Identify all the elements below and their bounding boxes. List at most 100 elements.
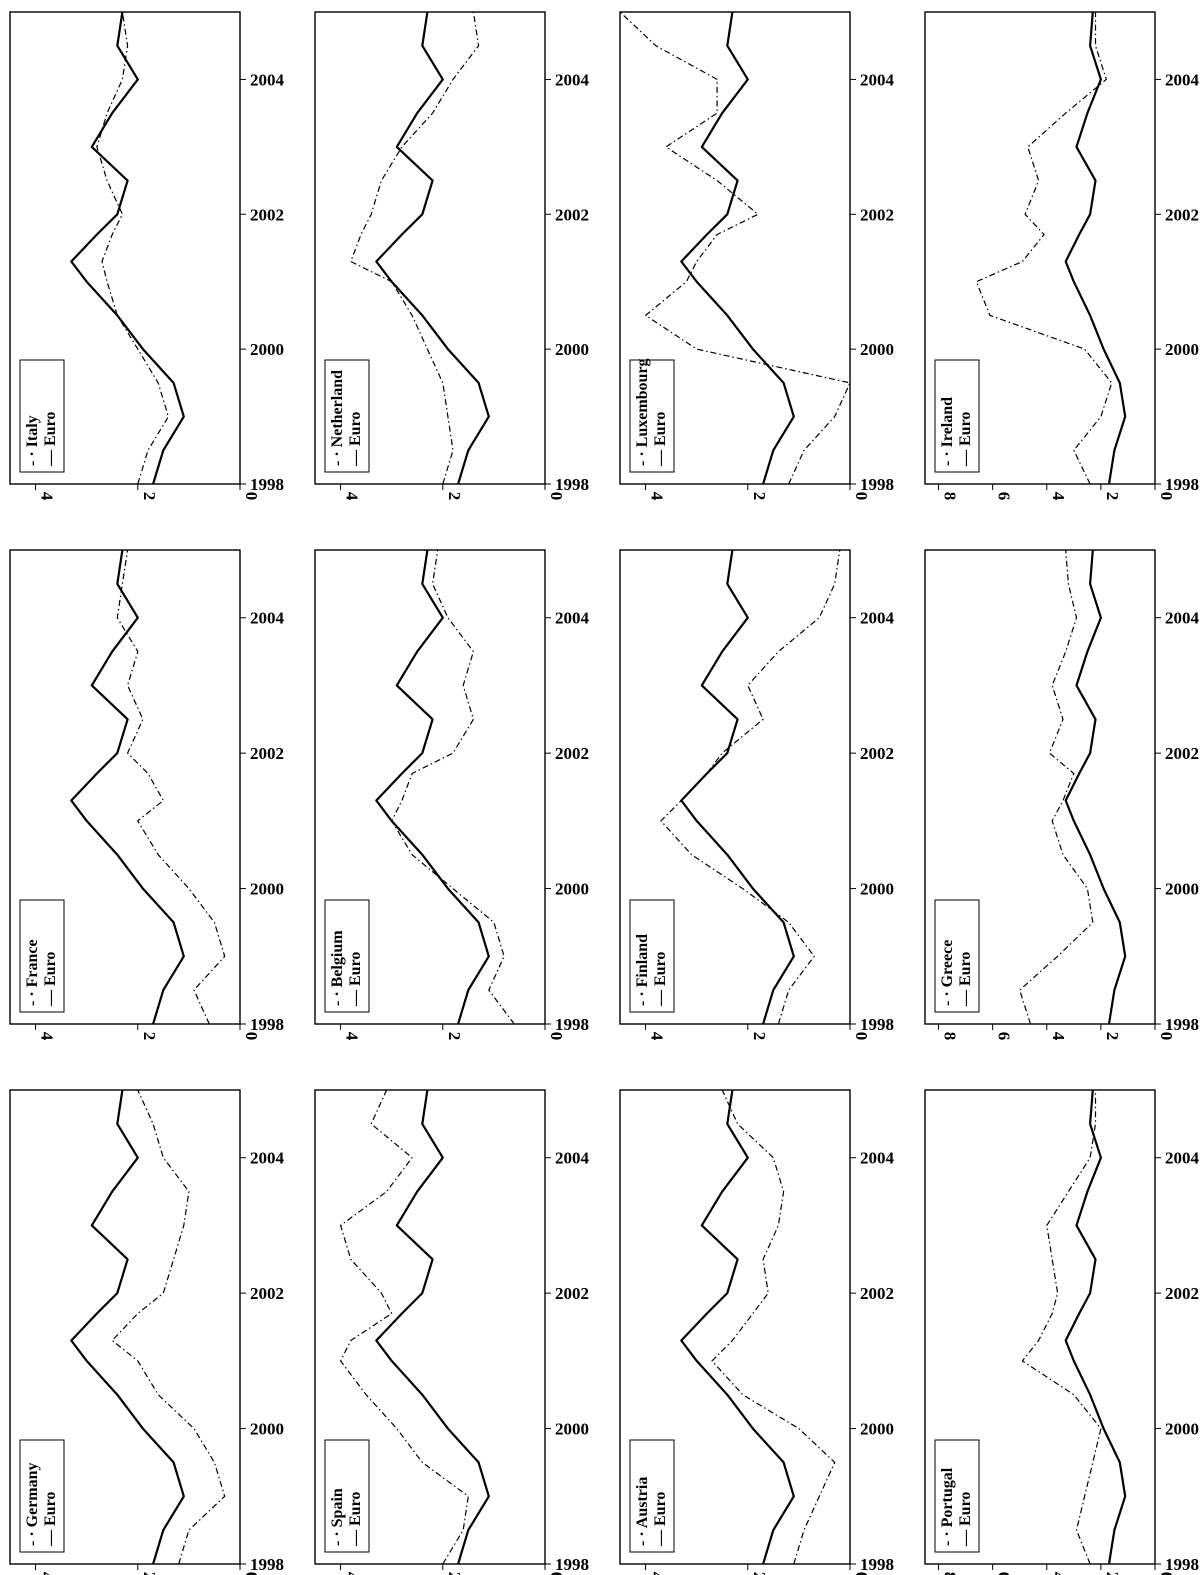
series-line-netherland — [350, 11, 480, 485]
legend-box — [629, 899, 675, 1013]
series-line-euro — [680, 549, 795, 1025]
legend-entry: — Euro — [957, 1492, 974, 1547]
legend-entry: - · Austria — [634, 1477, 651, 1546]
panel-frame — [314, 1089, 546, 1565]
legend: - · France — Euro — [19, 899, 65, 1013]
year-tick-label: 2002 — [860, 205, 894, 224]
series-line-euro — [680, 1089, 795, 1565]
legend: - · Luxembourg — Euro — [629, 358, 675, 473]
legend-entry: — Euro — [42, 1492, 59, 1547]
panel-frame — [619, 11, 851, 485]
legend-box — [934, 359, 980, 473]
legend: - · Spain — Euro — [324, 1439, 370, 1553]
value-tick-label: 4 — [648, 1572, 667, 1575]
panel-frame — [9, 549, 241, 1025]
value-tick-label: 4 — [343, 1572, 362, 1575]
legend-entry: — Euro — [957, 412, 974, 467]
year-tick-label: 1998 — [1165, 1015, 1199, 1034]
series-line-euro — [70, 549, 185, 1025]
year-tick-label: 1998 — [555, 1555, 589, 1574]
series-line-france — [116, 549, 226, 1025]
legend: - · Italy — Euro — [19, 359, 65, 473]
series-line-austria — [711, 1089, 836, 1565]
panel-frame — [924, 11, 1156, 485]
year-tick-label: 2004 — [250, 609, 285, 628]
series-line-ireland — [975, 12, 1113, 485]
value-tick-label: 4 — [343, 492, 362, 501]
legend: - · Greece — Euro — [934, 899, 980, 1013]
year-tick-label: 2000 — [555, 340, 589, 359]
value-tick-label: 0 — [242, 1032, 261, 1041]
value-tick-label: 2 — [140, 1572, 159, 1575]
value-tick-label: 0 — [852, 1032, 871, 1041]
panel-netherland: 0 2 4 1998 2000 2002 2004 - · Netherland — Euro — [314, 11, 590, 501]
year-tick-label: 2002 — [1165, 205, 1199, 224]
legend-box — [324, 1439, 370, 1553]
value-tick-label: 8 — [941, 1572, 960, 1575]
value-tick-label: 0 — [242, 492, 261, 501]
year-tick-label: 2004 — [860, 1149, 895, 1168]
value-tick-label: 2 — [445, 492, 464, 501]
value-tick-label: 6 — [995, 492, 1014, 501]
legend-entry: - · Germany — [24, 1462, 41, 1546]
panel-frame — [9, 11, 241, 485]
year-tick-label: 2004 — [250, 70, 285, 89]
year-tick-label: 2000 — [1165, 1420, 1199, 1439]
panel-frame — [924, 1089, 1156, 1565]
legend-entry: — Euro — [347, 952, 364, 1007]
series-line-euro — [375, 1089, 490, 1565]
legend-entry: — Euro — [652, 412, 669, 467]
panel-belgium: 0 2 4 1998 2000 2002 2004 - · Belgium — Euro — [314, 549, 590, 1041]
series-line-belgium — [391, 549, 515, 1025]
year-tick-label: 1998 — [250, 475, 284, 494]
value-tick-label: 4 — [38, 1032, 57, 1041]
year-tick-label: 1998 — [555, 475, 589, 494]
value-tick-label: 2 — [1103, 1572, 1122, 1575]
year-tick-label: 2002 — [1165, 744, 1199, 763]
year-tick-label: 2004 — [860, 70, 895, 89]
value-tick-label: 4 — [1049, 1032, 1068, 1041]
year-tick-label: 1998 — [860, 475, 894, 494]
legend-entry: - · Greece — [939, 940, 956, 1006]
year-tick-label: 2004 — [555, 70, 590, 89]
value-tick-label: 4 — [1049, 1572, 1068, 1575]
value-tick-label: 2 — [750, 492, 769, 501]
legend-box — [19, 359, 65, 473]
series-line-euro — [70, 1089, 185, 1565]
year-tick-label: 1998 — [1165, 475, 1199, 494]
year-tick-label: 2000 — [250, 1420, 284, 1439]
legend-box — [629, 1439, 675, 1553]
year-tick-label: 2002 — [250, 205, 284, 224]
value-tick-label: 2 — [750, 1572, 769, 1575]
year-tick-label: 2000 — [250, 880, 284, 899]
legend-box — [934, 1439, 980, 1553]
legend-box — [934, 899, 980, 1013]
panel-ireland: 0 2 4 6 8 1998 2000 2002 2004 - · Ireland — Euro — [924, 11, 1200, 501]
year-tick-label: 2000 — [860, 880, 894, 899]
series-line-euro — [1064, 1089, 1127, 1565]
legend: - · Netherland — Euro — [324, 359, 370, 473]
year-tick-label: 2004 — [1165, 70, 1200, 89]
year-tick-label: 2002 — [555, 205, 589, 224]
value-tick-label: 8 — [941, 492, 960, 501]
legend: - · Finland — Euro — [629, 899, 675, 1013]
legend: - · Germany — Euro — [19, 1439, 65, 1553]
value-tick-label: 4 — [343, 1032, 362, 1041]
year-tick-label: 1998 — [250, 1555, 284, 1574]
legend-box — [324, 899, 370, 1013]
legend-entry: — Euro — [957, 952, 974, 1007]
series-line-spain — [340, 1089, 469, 1565]
value-tick-label: 4 — [38, 492, 57, 501]
legend-entry: — Euro — [42, 412, 59, 467]
year-tick-label: 2000 — [860, 340, 894, 359]
legend: - · Austria — Euro — [629, 1439, 675, 1553]
legend-entry: - · Finland — [634, 934, 651, 1006]
legend-box — [629, 359, 675, 473]
value-tick-label: 8 — [941, 1032, 960, 1041]
series-line-euro — [375, 549, 490, 1025]
year-tick-label: 2002 — [555, 1284, 589, 1303]
value-tick-label: 4 — [648, 492, 667, 501]
value-tick-label: 6 — [995, 1572, 1014, 1575]
year-tick-label: 2002 — [1165, 1284, 1199, 1303]
